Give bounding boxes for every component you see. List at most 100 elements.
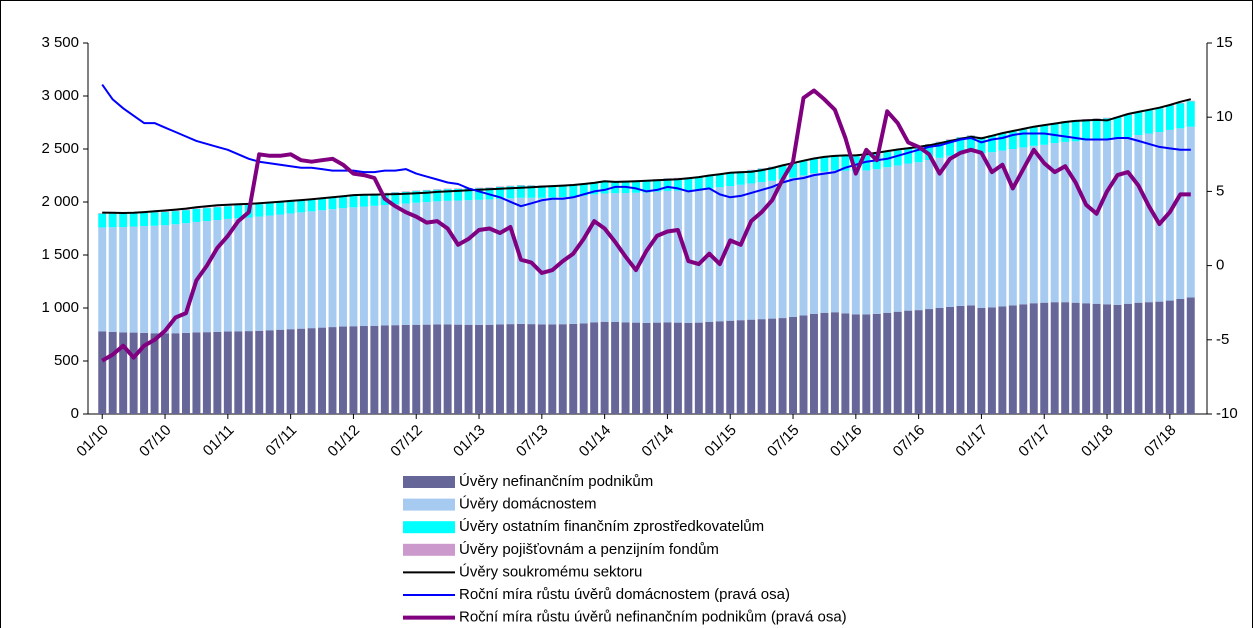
bar — [108, 331, 117, 414]
bar — [98, 227, 107, 332]
bar — [108, 227, 117, 332]
bar — [422, 324, 431, 414]
bar — [946, 155, 955, 307]
bar — [548, 197, 557, 325]
bar — [1155, 132, 1164, 302]
bar — [789, 177, 798, 318]
bar — [119, 213, 128, 228]
bar — [255, 330, 264, 414]
bar — [966, 135, 975, 136]
bar — [1040, 302, 1049, 414]
bar — [140, 226, 149, 333]
bar — [1113, 304, 1122, 414]
bar — [391, 325, 400, 414]
bar — [161, 211, 170, 213]
bar — [1103, 117, 1112, 119]
bar — [1061, 141, 1070, 303]
bar — [527, 185, 536, 186]
bar — [946, 139, 955, 140]
bar — [98, 213, 107, 228]
bar — [830, 170, 839, 313]
bar — [632, 192, 641, 323]
y2-tick-label: 10 — [1216, 108, 1233, 125]
bar — [652, 322, 661, 414]
bar — [611, 193, 620, 322]
bar — [1123, 303, 1132, 414]
bar — [1082, 119, 1091, 120]
bar — [454, 200, 463, 325]
bar — [192, 332, 201, 414]
bar — [359, 326, 368, 414]
bar — [464, 324, 473, 414]
bar — [548, 324, 557, 414]
bar — [370, 194, 379, 206]
bar — [265, 215, 274, 331]
bar — [820, 171, 829, 313]
bar — [935, 308, 944, 414]
bar — [893, 150, 902, 166]
bar — [600, 321, 609, 414]
bar — [642, 180, 651, 193]
bar — [1050, 123, 1059, 144]
bar — [307, 211, 316, 329]
bar — [1071, 141, 1080, 303]
bar — [935, 141, 944, 143]
bar — [705, 321, 714, 414]
bar — [318, 210, 327, 328]
bar — [1123, 137, 1132, 304]
bar — [715, 321, 724, 414]
bar — [652, 179, 661, 192]
bar — [286, 213, 295, 330]
bar — [108, 213, 117, 228]
bar — [789, 317, 798, 414]
bar — [1008, 305, 1017, 414]
y-tick-label: 0 — [71, 405, 79, 422]
bar — [977, 308, 986, 414]
bar — [558, 185, 567, 198]
bar — [234, 218, 243, 332]
bar — [998, 306, 1007, 414]
bar — [673, 178, 682, 191]
bar — [359, 206, 368, 327]
legend-label: Roční míra růstu úvěrů nefinančním podni… — [459, 609, 847, 626]
bar — [1019, 147, 1028, 305]
bar — [768, 167, 777, 181]
legend-swatch — [403, 521, 455, 534]
bar — [1008, 149, 1017, 306]
bar — [1092, 118, 1101, 140]
bar — [841, 155, 850, 171]
bar — [412, 202, 421, 325]
bar — [1082, 140, 1091, 304]
bar — [663, 190, 672, 323]
bar — [768, 318, 777, 414]
bar — [579, 183, 588, 196]
bar — [516, 323, 525, 414]
bar — [1165, 300, 1174, 414]
bar — [684, 322, 693, 414]
bar — [1019, 304, 1028, 414]
bar — [862, 170, 871, 315]
bar — [537, 324, 546, 414]
bar — [1040, 125, 1049, 145]
bar — [328, 209, 337, 328]
bar — [799, 315, 808, 414]
bar — [747, 319, 756, 414]
bar — [192, 208, 201, 209]
bar — [119, 227, 128, 333]
bar — [977, 136, 986, 138]
bar — [433, 189, 442, 190]
bar — [1144, 302, 1153, 414]
bar — [1103, 139, 1112, 305]
bar — [527, 324, 536, 414]
bar — [705, 175, 714, 189]
bar — [872, 169, 881, 314]
bar — [851, 171, 860, 315]
bar — [1103, 304, 1112, 414]
bar — [171, 210, 180, 212]
bar — [244, 331, 253, 414]
bar — [946, 306, 955, 414]
bar — [632, 322, 641, 414]
bar — [433, 189, 442, 202]
bar — [475, 324, 484, 414]
